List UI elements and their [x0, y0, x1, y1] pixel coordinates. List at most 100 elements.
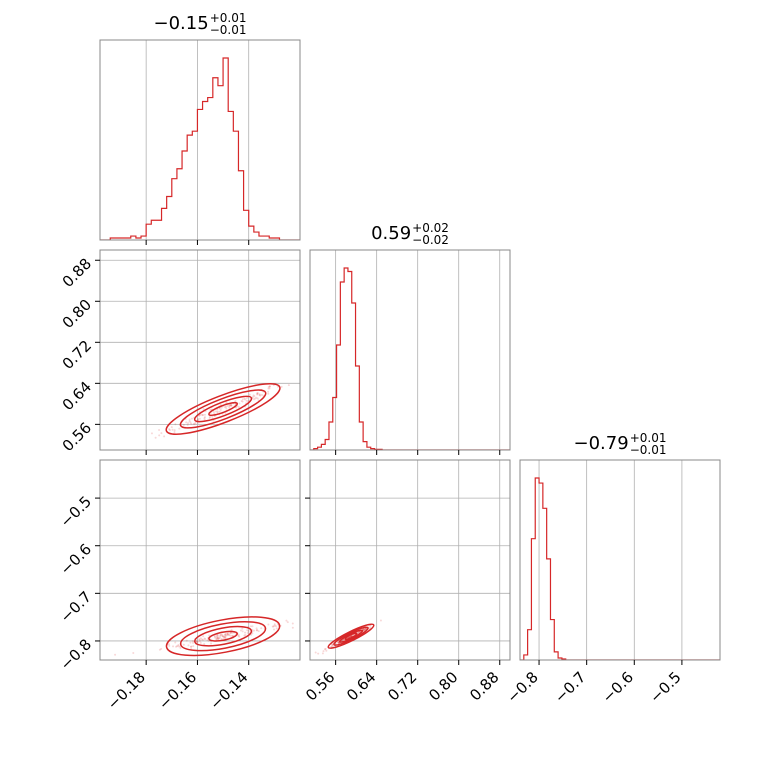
sample-point [171, 428, 174, 431]
sample-point [217, 638, 220, 641]
sample-point [201, 414, 204, 417]
sample-point [230, 403, 233, 406]
sample-point [215, 638, 218, 641]
ytick-label-2-3: −0.5 [57, 492, 95, 530]
sample-point [227, 634, 230, 637]
sample-point [238, 402, 241, 405]
xtick-label-1-1: 0.64 [343, 668, 379, 704]
sample-point [198, 638, 201, 641]
param-0-median: −0.15 [153, 13, 209, 34]
sample-point [173, 429, 176, 432]
sample-point [203, 417, 206, 420]
xtick-label-2-3: −0.5 [646, 668, 684, 706]
sample-point [256, 392, 259, 395]
sample-point [330, 645, 333, 648]
sample-point [224, 633, 227, 636]
sample-point [154, 436, 157, 439]
param-1-minus: −0.02 [412, 233, 449, 247]
sample-point [258, 394, 261, 397]
sample-point [253, 395, 256, 398]
sample-point [216, 411, 219, 414]
sample-point [192, 422, 195, 425]
sample-point [189, 641, 192, 644]
sample-point [267, 392, 270, 395]
param-2-minus: −0.01 [629, 443, 667, 457]
sample-point [246, 632, 249, 635]
xtick-label-0-2: −0.14 [206, 668, 251, 713]
sample-point [203, 418, 206, 421]
contour-0 [208, 630, 238, 642]
sample-point [214, 410, 217, 413]
sample-point [257, 630, 260, 633]
sample-point [363, 628, 366, 631]
sample-point [204, 638, 207, 641]
sample-point [182, 643, 185, 646]
sample-point [255, 396, 258, 399]
sample-point [247, 629, 250, 632]
sample-point [323, 648, 326, 651]
sample-point [219, 633, 222, 636]
sample-point [224, 632, 227, 635]
sample-point [252, 629, 255, 632]
ytick-label-1-3: 0.80 [59, 296, 95, 332]
xtick-label-2-0: −0.8 [503, 668, 541, 706]
sample-point [258, 393, 261, 396]
sample-point [314, 651, 317, 654]
sample-point [195, 640, 198, 643]
sample-point [230, 404, 233, 407]
sample-point [230, 628, 233, 631]
sample-point [226, 634, 229, 637]
sample-point [190, 417, 193, 420]
sample-point [168, 428, 171, 431]
sample-point [349, 635, 352, 638]
panel-0-0 [99, 39, 301, 245]
sample-point [198, 417, 201, 420]
sample-point [337, 641, 340, 644]
sample-point [168, 429, 171, 432]
sample-point [174, 423, 177, 426]
sample-point [231, 631, 234, 634]
sample-point [331, 644, 334, 647]
sample-point [229, 632, 232, 635]
sample-point [275, 625, 278, 628]
sample-point [241, 630, 244, 633]
sample-point [200, 638, 203, 641]
sample-point [268, 385, 271, 388]
sample-point [260, 627, 263, 630]
sample-point [185, 639, 188, 642]
sample-point [195, 641, 198, 644]
sample-point [218, 636, 221, 639]
sample-point [379, 619, 382, 622]
sample-point [260, 393, 263, 396]
sample-point [307, 623, 309, 625]
sample-point [217, 637, 220, 640]
sample-point [209, 415, 212, 418]
xtick-label-1-3: 0.80 [425, 668, 461, 704]
panel-frame-1-0 [99, 249, 301, 451]
sample-point [246, 629, 249, 632]
contour-2 [179, 621, 267, 652]
sample-point [272, 628, 275, 631]
ytick-label-1-2: 0.72 [59, 337, 95, 373]
sample-point [243, 397, 246, 400]
panel-1-1 [309, 249, 511, 455]
sample-point [177, 645, 180, 648]
sample-point [363, 629, 366, 632]
sample-point [190, 645, 193, 648]
panel-frame-2-2 [519, 459, 721, 661]
sample-point [226, 633, 229, 636]
sample-point [321, 652, 324, 655]
panel-2-1: 0.56 0.64 0.72 0.80 0.88 [302, 459, 511, 704]
panel-2-0: −0.18 −0.16 −0.14 −0.8 −0.7 −0.6 −0.5 [57, 459, 309, 713]
sample-point [229, 403, 232, 406]
sample-point [202, 638, 205, 641]
sample-point [268, 387, 271, 390]
sample-point [216, 636, 219, 639]
sample-point [191, 640, 194, 643]
sample-point [216, 410, 219, 413]
sample-point [254, 397, 257, 400]
sample-point [172, 645, 175, 648]
sample-point [229, 634, 232, 637]
sample-point [223, 633, 226, 636]
sample-point [163, 435, 166, 438]
